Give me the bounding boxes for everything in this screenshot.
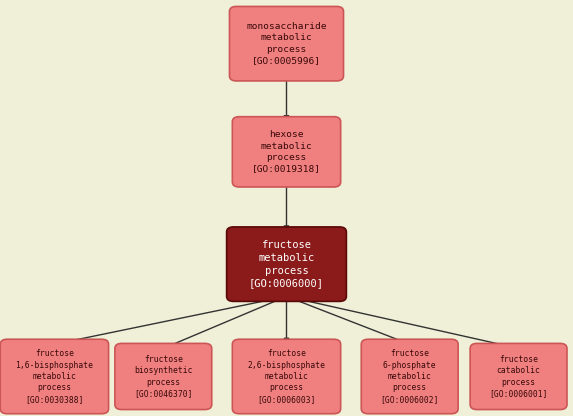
FancyBboxPatch shape bbox=[362, 339, 458, 414]
FancyBboxPatch shape bbox=[0, 339, 109, 414]
FancyBboxPatch shape bbox=[470, 344, 567, 409]
Text: fructose
biosynthetic
process
[GO:0046370]: fructose biosynthetic process [GO:004637… bbox=[134, 355, 193, 398]
Text: fructose
6-phosphate
metabolic
process
[GO:0006002]: fructose 6-phosphate metabolic process [… bbox=[380, 349, 439, 404]
FancyBboxPatch shape bbox=[115, 344, 211, 409]
Text: monosaccharide
metabolic
process
[GO:0005996]: monosaccharide metabolic process [GO:000… bbox=[246, 22, 327, 65]
Text: fructose
1,6-bisphosphate
metabolic
process
[GO:0030388]: fructose 1,6-bisphosphate metabolic proc… bbox=[15, 349, 93, 404]
FancyBboxPatch shape bbox=[226, 227, 346, 301]
FancyBboxPatch shape bbox=[229, 7, 343, 81]
Text: fructose
catabolic
process
[GO:0006001]: fructose catabolic process [GO:0006001] bbox=[489, 355, 548, 398]
Text: fructose
2,6-bisphosphate
metabolic
process
[GO:0006003]: fructose 2,6-bisphosphate metabolic proc… bbox=[248, 349, 325, 404]
FancyBboxPatch shape bbox=[233, 339, 340, 414]
Text: fructose
metabolic
process
[GO:0006000]: fructose metabolic process [GO:0006000] bbox=[249, 240, 324, 288]
Text: hexose
metabolic
process
[GO:0019318]: hexose metabolic process [GO:0019318] bbox=[252, 130, 321, 173]
FancyBboxPatch shape bbox=[233, 116, 340, 187]
